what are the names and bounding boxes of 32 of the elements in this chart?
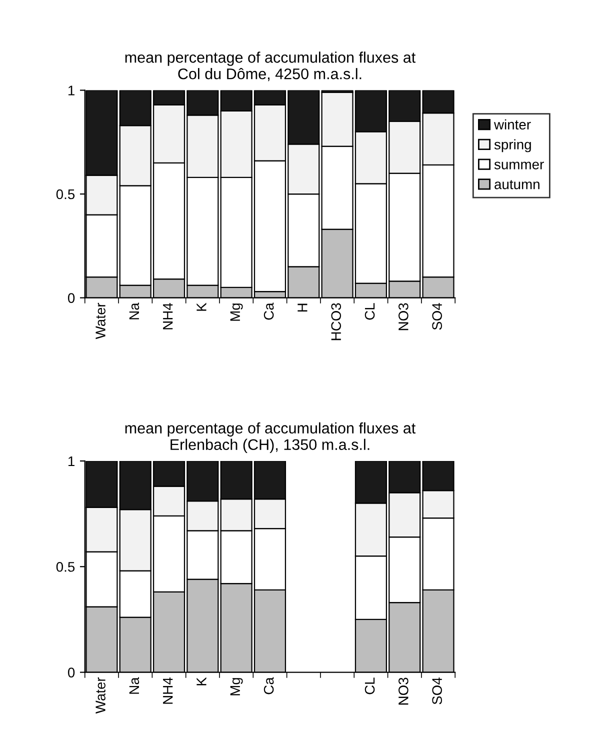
x-tick-label: Na — [129, 677, 140, 694]
x-tick-label: K — [196, 302, 206, 311]
x-tick-label: CL — [364, 678, 375, 694]
y-tick-label: 1 — [68, 86, 74, 96]
legend-label: autumn — [494, 180, 540, 190]
x-tick-label: Ca — [264, 677, 274, 694]
x-tick-label: HCO3 — [331, 303, 342, 340]
y-tick-label: 0 — [68, 668, 75, 678]
y-tick-label: 1 — [68, 456, 74, 466]
y-tick-label: 0.5 — [56, 189, 75, 200]
y-tick-label: 0.5 — [56, 562, 75, 572]
x-tick-label: CL — [364, 303, 375, 320]
x-tick-label: Mg — [230, 678, 243, 696]
x-tick-label: Ca — [264, 302, 274, 320]
x-tick-label: Na — [129, 302, 140, 320]
x-tick-label: SO4 — [432, 303, 442, 330]
x-tick-label: NH4 — [163, 678, 173, 704]
x-tick-label: Water — [96, 677, 106, 714]
x-tick-label: Mg — [230, 304, 243, 321]
x-tick-label: SO4 — [432, 678, 442, 704]
chart-title: mean percentage of accumulation fluxes at Erlenbach (CH), 1350 m.a.s.l. — [125, 422, 416, 454]
legend-label: spring — [494, 139, 531, 152]
x-tick-label: Water — [96, 302, 106, 340]
x-tick-label: NH4 — [163, 303, 173, 330]
x-tick-label: NO3 — [398, 303, 408, 330]
x-tick-label: H — [298, 304, 308, 312]
x-tick-label: K — [196, 677, 206, 686]
x-tick-label: NO3 — [398, 678, 408, 705]
legend-label: summer — [494, 162, 544, 170]
legend-label: winter — [494, 119, 531, 130]
y-tick-label: 0 — [68, 293, 75, 303]
chart-title: mean percentage of accumulation fluxes at Col du Dôme, 4250 m.a.s.l. — [125, 52, 416, 82]
